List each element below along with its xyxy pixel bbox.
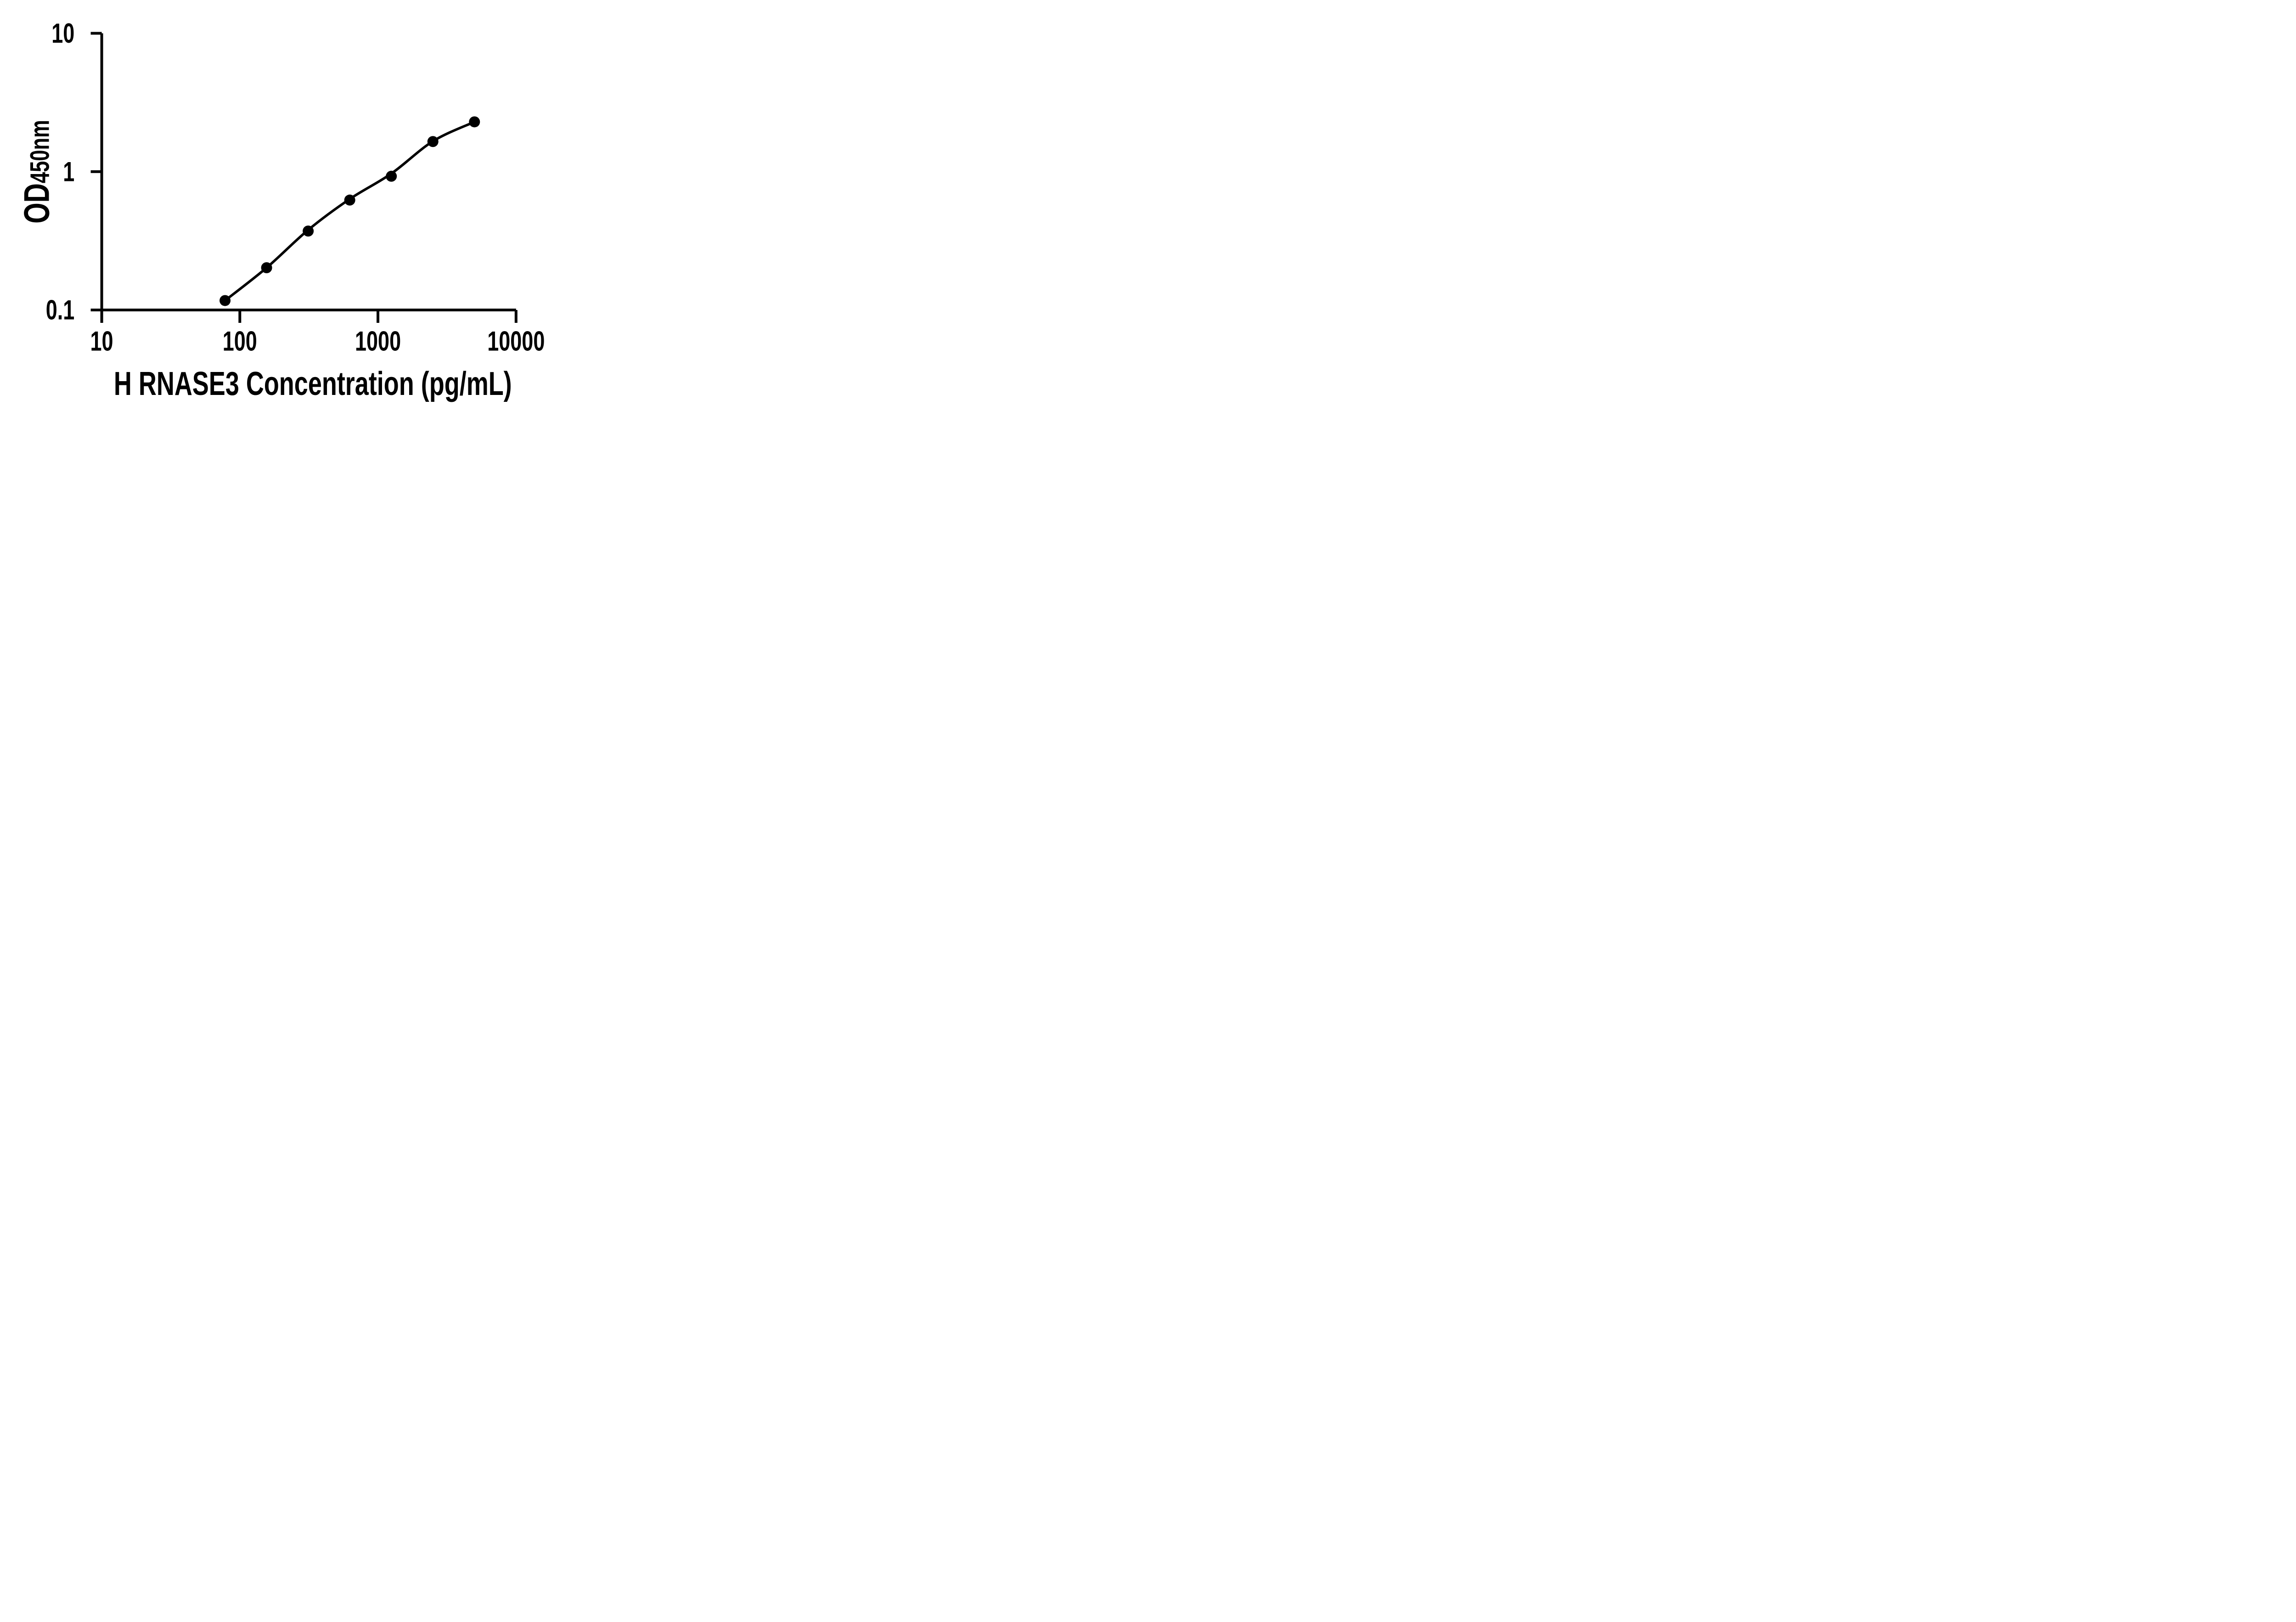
data-point <box>303 225 314 237</box>
x-tick-label-group: 10000 <box>487 326 545 357</box>
x-tick-label-group: 10 <box>90 326 113 357</box>
data-point <box>469 116 480 128</box>
x-tick-label: 10 <box>90 326 113 357</box>
y-tick-label-group: 10 <box>51 18 74 49</box>
x-axis-title-text: H RNASE3 Concentration (pg/mL) <box>114 366 512 402</box>
data-point <box>344 194 355 206</box>
chart-canvas: 10 100 1000 10000 10 1 0.1 H RNASE3 Concentrat… <box>17 18 545 402</box>
data-point <box>427 136 439 147</box>
data-point <box>261 262 272 274</box>
x-tick-label: 1000 <box>355 326 401 357</box>
y-axis-title-main: OD <box>17 183 56 224</box>
svg-text:OD450nm: OD450nm <box>17 120 56 224</box>
y-tick-label-group: 0.1 <box>46 295 75 326</box>
y-tick-label-group: 1 <box>63 157 74 187</box>
y-tick-label: 1 <box>63 157 74 187</box>
axes <box>90 32 518 323</box>
y-tick-label: 10 <box>51 18 74 49</box>
y-tick-label: 0.1 <box>46 295 75 326</box>
data-point <box>219 295 231 306</box>
x-tick-label: 10000 <box>487 326 545 357</box>
standard-curve-line <box>224 120 476 302</box>
y-axis-title-sub: 450nm <box>25 120 54 183</box>
x-tick-label-group: 1000 <box>355 326 401 357</box>
x-tick-label-group: 100 <box>223 326 257 357</box>
y-axis-title: OD450nm <box>17 120 56 224</box>
elisa-standard-curve-figure: 10 100 1000 10000 10 1 0.1 H RNASE3 Concentrat… <box>0 0 580 406</box>
tick-labels: 10 100 1000 10000 10 1 0.1 <box>46 18 545 357</box>
x-axis-title: H RNASE3 Concentration (pg/mL) <box>114 366 512 402</box>
data-series <box>219 116 480 306</box>
x-tick-label: 100 <box>223 326 257 357</box>
data-point <box>386 170 397 182</box>
